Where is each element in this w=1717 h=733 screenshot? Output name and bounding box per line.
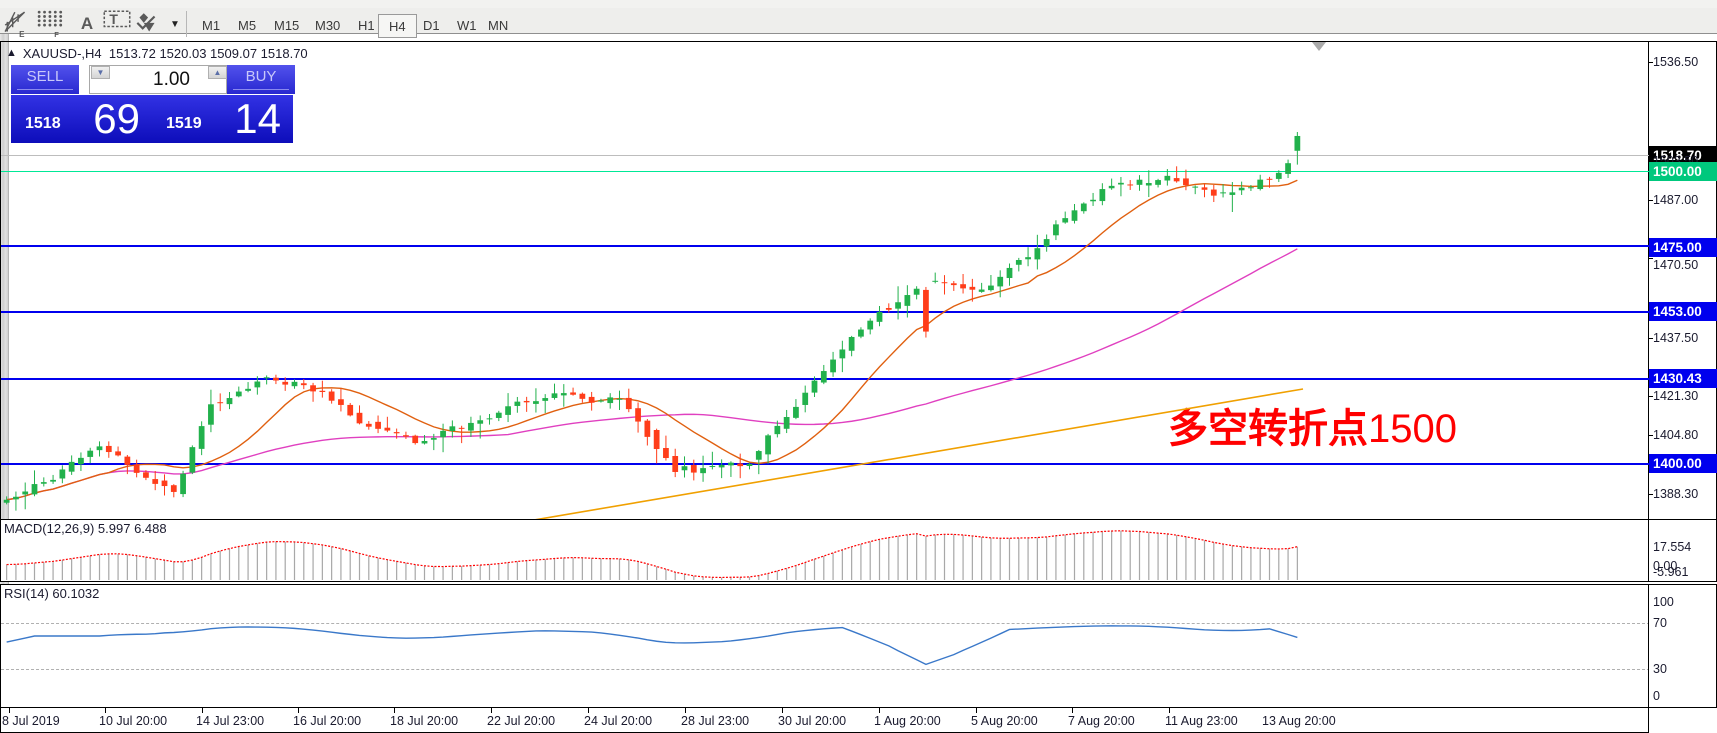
svg-text:T: T — [109, 11, 118, 27]
svg-text:E: E — [19, 30, 25, 38]
svg-text:F: F — [54, 30, 59, 38]
